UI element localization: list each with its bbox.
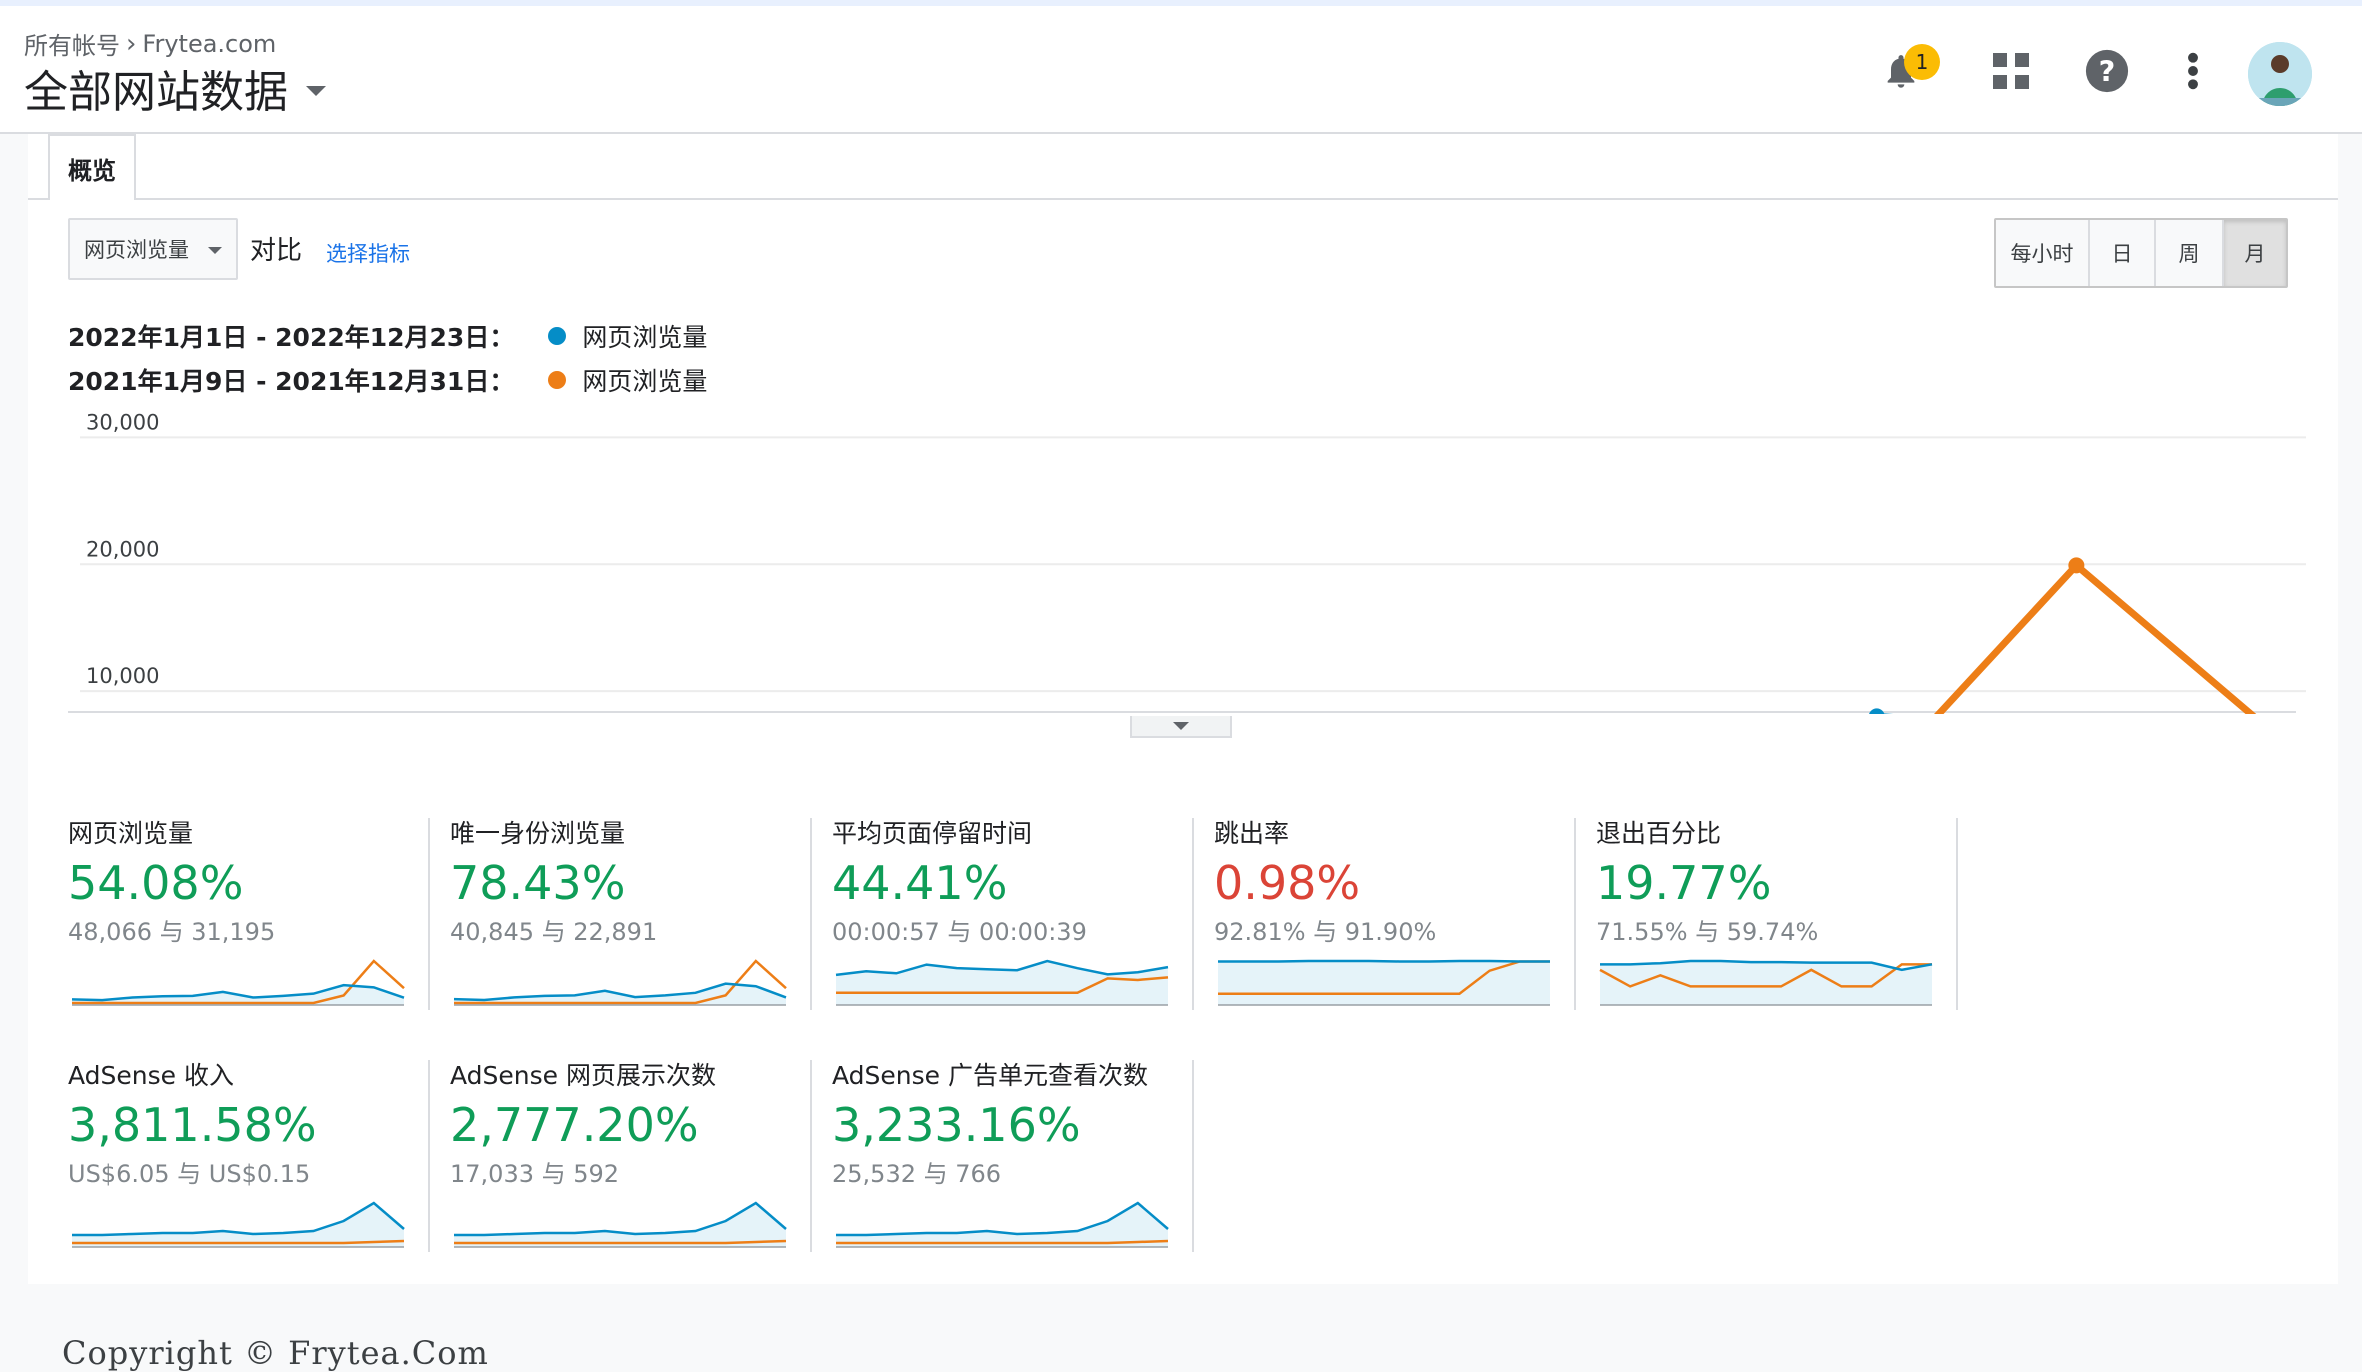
report-card: 概览 网页浏览量 对比 选择指标 每小时 日 周 月 2022年1月1日 - 2… — [28, 134, 2338, 1284]
scorecard-metric-name: 退出百分比 — [1596, 814, 1976, 850]
scorecard-metric-name: 唯一身份浏览量 — [450, 814, 830, 850]
scorecard-change-percent: 44.41% — [832, 856, 1212, 910]
scorecard-metric-name: 跳出率 — [1214, 814, 1594, 850]
tab-strip: 概览 — [28, 134, 2338, 200]
scorecard-sparkline — [450, 955, 790, 1007]
apps-grid-icon — [1991, 51, 2031, 91]
caret-down-icon — [208, 247, 222, 254]
scorecard-metric-name: 平均页面停留时间 — [832, 814, 1212, 850]
scorecard-sparkline — [832, 955, 1172, 1007]
sparkline-area — [1600, 961, 1932, 1005]
legend-previous-series: 网页浏览量 — [582, 362, 707, 398]
help-button[interactable]: ? — [2082, 46, 2132, 96]
scorecard[interactable]: AdSense 广告单元查看次数 3,233.16%25,532 与 766 — [832, 1056, 1212, 1249]
granularity-month[interactable]: 月 — [2224, 220, 2286, 286]
scorecard-sparkline — [68, 955, 408, 1007]
chevron-right-icon: › — [126, 29, 136, 59]
scorecard-sparkline — [832, 1197, 1172, 1249]
versus-label: 对比 — [250, 230, 302, 267]
scorecard-comparison-values: 17,033 与 592 — [450, 1154, 830, 1189]
scorecard[interactable]: AdSense 网页展示次数 2,777.20%17,033 与 592 — [450, 1056, 830, 1249]
scorecard-comparison-values: 71.55% 与 59.74% — [1596, 912, 1976, 947]
scorecard-change-percent: 54.08% — [68, 856, 448, 910]
scorecard-metric-name: AdSense 网页展示次数 — [450, 1056, 830, 1092]
scorecard-change-percent: 2,777.20% — [450, 1098, 830, 1152]
sparkline-area — [836, 961, 1168, 1005]
apps-button[interactable] — [1986, 46, 2036, 96]
scorecard-change-percent: 3,811.58% — [68, 1098, 448, 1152]
avatar[interactable] — [2248, 42, 2312, 106]
sparkline-area — [72, 1203, 404, 1247]
granularity-day[interactable]: 日 — [2090, 220, 2156, 286]
scorecard-comparison-values: 92.81% 与 91.90% — [1214, 912, 1594, 947]
data-point[interactable] — [2068, 557, 2084, 573]
metric-dropdown[interactable]: 网页浏览量 — [68, 218, 238, 280]
metric-dropdown-value: 网页浏览量 — [84, 234, 189, 264]
notification-badge: 1 — [1904, 44, 1940, 80]
chart-collapse-handle[interactable] — [1130, 716, 1232, 738]
caret-down-icon — [306, 86, 326, 96]
scorecard[interactable]: 跳出率 0.98%92.81% 与 91.90% — [1214, 814, 1594, 1007]
app-header: 所有帐号 › Frytea.com 全部网站数据 1 ? — [0, 6, 2362, 134]
scorecard-change-percent: 19.77% — [1596, 856, 1976, 910]
more-vert-icon — [2187, 52, 2199, 90]
legend-previous-dot — [548, 371, 566, 389]
scorecard-metric-name: 网页浏览量 — [68, 814, 448, 850]
scorecard-comparison-values: 00:00:57 与 00:00:39 — [832, 912, 1212, 947]
scorecard-change-percent: 0.98% — [1214, 856, 1594, 910]
user-avatar-icon — [2248, 42, 2312, 106]
svg-text:?: ? — [2099, 55, 2116, 89]
scorecard-metric-name: AdSense 广告单元查看次数 — [832, 1056, 1212, 1092]
scorecard[interactable]: 网页浏览量 54.08%48,066 与 31,195 — [68, 814, 448, 1007]
legend-current-dot — [548, 327, 566, 345]
y-tick-label: 30,000 — [86, 410, 159, 434]
legend-current: 2022年1月1日 - 2022年12月23日： 网页浏览量 — [68, 318, 707, 354]
scorecard-sparkline — [1214, 955, 1554, 1007]
data-point[interactable] — [1869, 708, 1885, 714]
scorecard-comparison-values: 48,066 与 31,195 — [68, 912, 448, 947]
sparkline-area — [454, 1203, 786, 1247]
scorecard[interactable]: AdSense 收入 3,811.58%US$6.05 与 US$0.15 — [68, 1056, 448, 1249]
legend-previous-range: 2021年1月9日 - 2021年12月31日： — [68, 362, 514, 398]
tab-overview[interactable]: 概览 — [48, 134, 136, 200]
sparkline-area — [836, 1203, 1168, 1247]
granularity-week[interactable]: 周 — [2156, 220, 2224, 286]
scorecard[interactable]: 平均页面停留时间 44.41%00:00:57 与 00:00:39 — [832, 814, 1212, 1007]
granularity-hourly[interactable]: 每小时 — [1996, 220, 2090, 286]
main-line-chart: 30,00020,00010,000…2022年2月2022年3月2022年4月… — [68, 404, 2308, 714]
scorecard[interactable]: 退出百分比 19.77%71.55% 与 59.74% — [1596, 814, 1976, 1007]
breadcrumb-site[interactable]: Frytea.com — [142, 30, 276, 58]
select-metric-link[interactable]: 选择指标 — [326, 238, 410, 268]
scorecard-sparkline — [1596, 955, 1936, 1007]
scorecard-sparkline — [68, 1197, 408, 1249]
help-icon: ? — [2084, 48, 2130, 94]
view-title: 全部网站数据 — [24, 56, 288, 120]
scorecard-metric-name: AdSense 收入 — [68, 1056, 448, 1092]
y-tick-label: 20,000 — [86, 537, 159, 561]
scorecard-sparkline — [450, 1197, 790, 1249]
legend-previous: 2021年1月9日 - 2021年12月31日： 网页浏览量 — [68, 362, 707, 398]
scorecard-comparison-values: US$6.05 与 US$0.15 — [68, 1154, 448, 1189]
legend-current-series: 网页浏览量 — [582, 318, 707, 354]
y-tick-label: 10,000 — [86, 664, 159, 688]
legend-current-range: 2022年1月1日 - 2022年12月23日： — [68, 318, 514, 354]
scorecard[interactable]: 唯一身份浏览量 78.43%40,845 与 22,891 — [450, 814, 830, 1007]
more-options-button[interactable] — [2168, 46, 2218, 96]
scorecard-comparison-values: 25,532 与 766 — [832, 1154, 1212, 1189]
view-selector[interactable]: 全部网站数据 — [24, 56, 326, 120]
granularity-toggle: 每小时 日 周 月 — [1994, 218, 2288, 288]
scorecard-change-percent: 3,233.16% — [832, 1098, 1212, 1152]
copyright-watermark: Copyright © Frytea.Com — [62, 1334, 489, 1372]
scorecard-comparison-values: 40,845 与 22,891 — [450, 912, 830, 947]
scorecard-change-percent: 78.43% — [450, 856, 830, 910]
